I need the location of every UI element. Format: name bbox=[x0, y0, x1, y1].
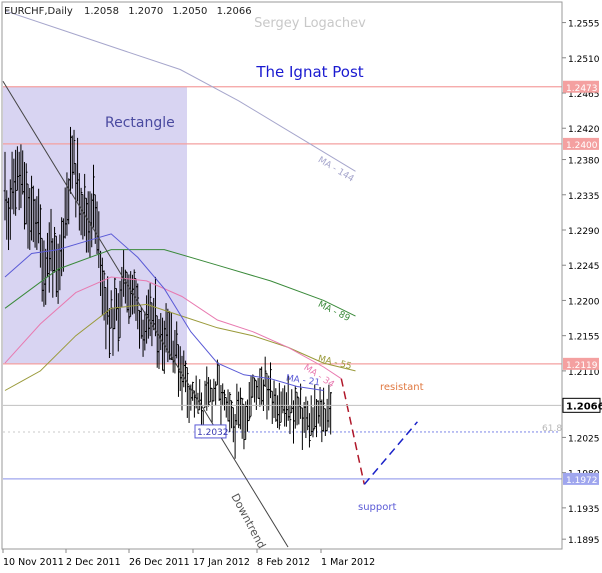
y-tick-label: 1.2465 bbox=[568, 90, 600, 100]
current-price-tag bbox=[562, 397, 601, 413]
x-tick-label: 1 Mar 2012 bbox=[321, 557, 375, 568]
x-tick-label: 8 Feb 2012 bbox=[257, 557, 310, 568]
level-price-tag-label: 1.2473 bbox=[566, 84, 598, 94]
watermark-text: Sergey Logachev bbox=[254, 16, 366, 31]
rectangle-label: Rectangle bbox=[105, 115, 175, 131]
symbol-label: EURCHF,Daily bbox=[4, 6, 73, 17]
level-price-tag-label: 1.2119 bbox=[566, 361, 598, 371]
x-tick-label: 2 Dec 2011 bbox=[66, 557, 121, 568]
moving-average-line bbox=[4, 10, 356, 172]
high-value: 1.2070 bbox=[128, 6, 163, 17]
close-value: 1.2066 bbox=[217, 6, 252, 17]
resistant-label: resistant bbox=[380, 382, 424, 393]
y-tick-label: 1.2555 bbox=[568, 20, 600, 30]
low-price-box bbox=[194, 424, 227, 439]
y-tick-label: 1.2510 bbox=[568, 55, 600, 65]
moving-average-line bbox=[4, 276, 342, 380]
y-tick-label: 1.2420 bbox=[568, 125, 600, 135]
y-tick-label: 1.1935 bbox=[568, 505, 600, 515]
plot-frame bbox=[1, 1, 563, 550]
level-price-tag bbox=[563, 137, 599, 150]
y-tick-label: 1.2155 bbox=[568, 333, 600, 343]
y-tick-label: 1.2335 bbox=[568, 192, 600, 202]
level-price-tag-label: 1.1972 bbox=[566, 476, 598, 486]
y-tick-label: 1.2380 bbox=[568, 157, 600, 167]
projection-up bbox=[363, 421, 418, 485]
y-tick-label: 1.2290 bbox=[568, 227, 600, 237]
level-price-tag bbox=[563, 357, 599, 370]
y-tick-label: 1.2110 bbox=[568, 368, 600, 378]
y-tick-label: 1.2025 bbox=[568, 434, 600, 444]
x-tick-label: 26 Dec 2011 bbox=[129, 557, 190, 568]
x-tick-label: 17 Jan 2012 bbox=[193, 557, 250, 568]
low-price-label: 1.2032 bbox=[197, 428, 229, 438]
symbol-info-text: EURCHF,Daily 1.2058 1.2070 1.2050 1.2066 bbox=[4, 6, 252, 17]
y-tick-label: 1.2200 bbox=[568, 297, 600, 307]
current-price-label: 1.2066 bbox=[566, 401, 602, 412]
moving-average-line bbox=[4, 303, 356, 391]
x-tick-label: 10 Nov 2011 bbox=[3, 557, 64, 568]
chart-title: The Ignat Post bbox=[255, 63, 363, 81]
moving-average-label: MA - 21 bbox=[285, 374, 320, 389]
open-value: 1.2058 bbox=[84, 6, 119, 17]
fibo-level-label: 61.8 bbox=[542, 424, 562, 434]
support-label: support bbox=[358, 502, 396, 513]
low-value: 1.2050 bbox=[172, 6, 207, 17]
level-price-tag bbox=[563, 472, 599, 485]
level-price-tag bbox=[563, 80, 599, 93]
projection-down bbox=[340, 378, 366, 485]
y-tick-label: 1.2245 bbox=[568, 262, 600, 272]
moving-average-line bbox=[4, 249, 356, 317]
level-price-tag-label: 1.2400 bbox=[566, 141, 598, 151]
moving-average-line bbox=[4, 233, 324, 391]
downtrend-line bbox=[2, 81, 289, 548]
y-tick-label: 1.1895 bbox=[568, 536, 600, 546]
